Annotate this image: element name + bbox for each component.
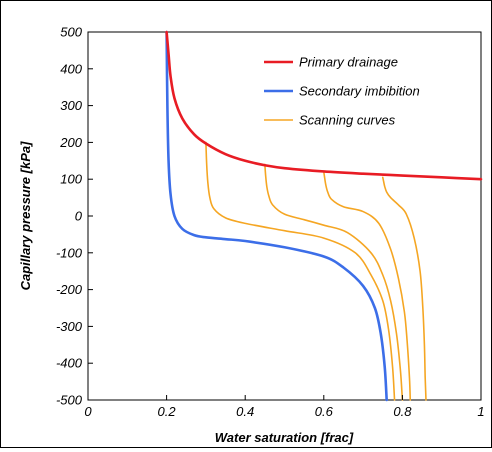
scanning-curve-line bbox=[205, 141, 396, 401]
x-tick-label: 0.4 bbox=[236, 404, 254, 419]
y-tick-label: -300 bbox=[56, 319, 83, 334]
y-tick-label: 400 bbox=[60, 61, 82, 76]
y-tick-label: 200 bbox=[59, 135, 82, 150]
x-tick-label: 0.8 bbox=[393, 404, 412, 419]
y-tick-label: 500 bbox=[60, 25, 82, 40]
y-tick-label: -200 bbox=[56, 282, 83, 297]
scanning-curve-line bbox=[323, 171, 412, 401]
x-axis-ticks: 0 0.2 0.4 0.6 0.8 1 bbox=[84, 395, 485, 419]
y-axis-ticks: 500 400 300 200 100 0 -100 -200 -300 -400 -500 bbox=[56, 25, 93, 408]
y-axis-title: Capillary pressure [kPa] bbox=[18, 141, 33, 291]
legend-label: Secondary imbibition bbox=[299, 84, 420, 99]
plot-area bbox=[87, 31, 482, 401]
primary-drainage-line bbox=[165, 30, 483, 181]
y-tick-label: 100 bbox=[60, 172, 82, 187]
y-tick-label: 0 bbox=[75, 209, 83, 224]
x-axis-title: Water saturation [frac] bbox=[215, 430, 354, 445]
x-tick-label: 1 bbox=[477, 404, 484, 419]
y-tick-label: 300 bbox=[60, 98, 82, 113]
y-tick-label: -100 bbox=[56, 245, 83, 260]
x-tick-label: 0.2 bbox=[158, 404, 177, 419]
x-tick-label: 0 bbox=[84, 404, 92, 419]
legend: Primary drainage Secondary imbibition Scan… bbox=[264, 55, 420, 128]
legend-label: Scanning curves bbox=[299, 113, 396, 128]
secondary-imbibition-line bbox=[165, 30, 388, 402]
legend-label: Primary drainage bbox=[299, 55, 398, 70]
x-tick-label: 0.6 bbox=[315, 404, 334, 419]
scanning-curve-line bbox=[381, 176, 427, 401]
y-tick-label: -400 bbox=[56, 356, 83, 371]
scanning-curve-line bbox=[264, 163, 404, 401]
y-tick-label: -500 bbox=[56, 393, 83, 408]
curves-group bbox=[165, 30, 483, 402]
